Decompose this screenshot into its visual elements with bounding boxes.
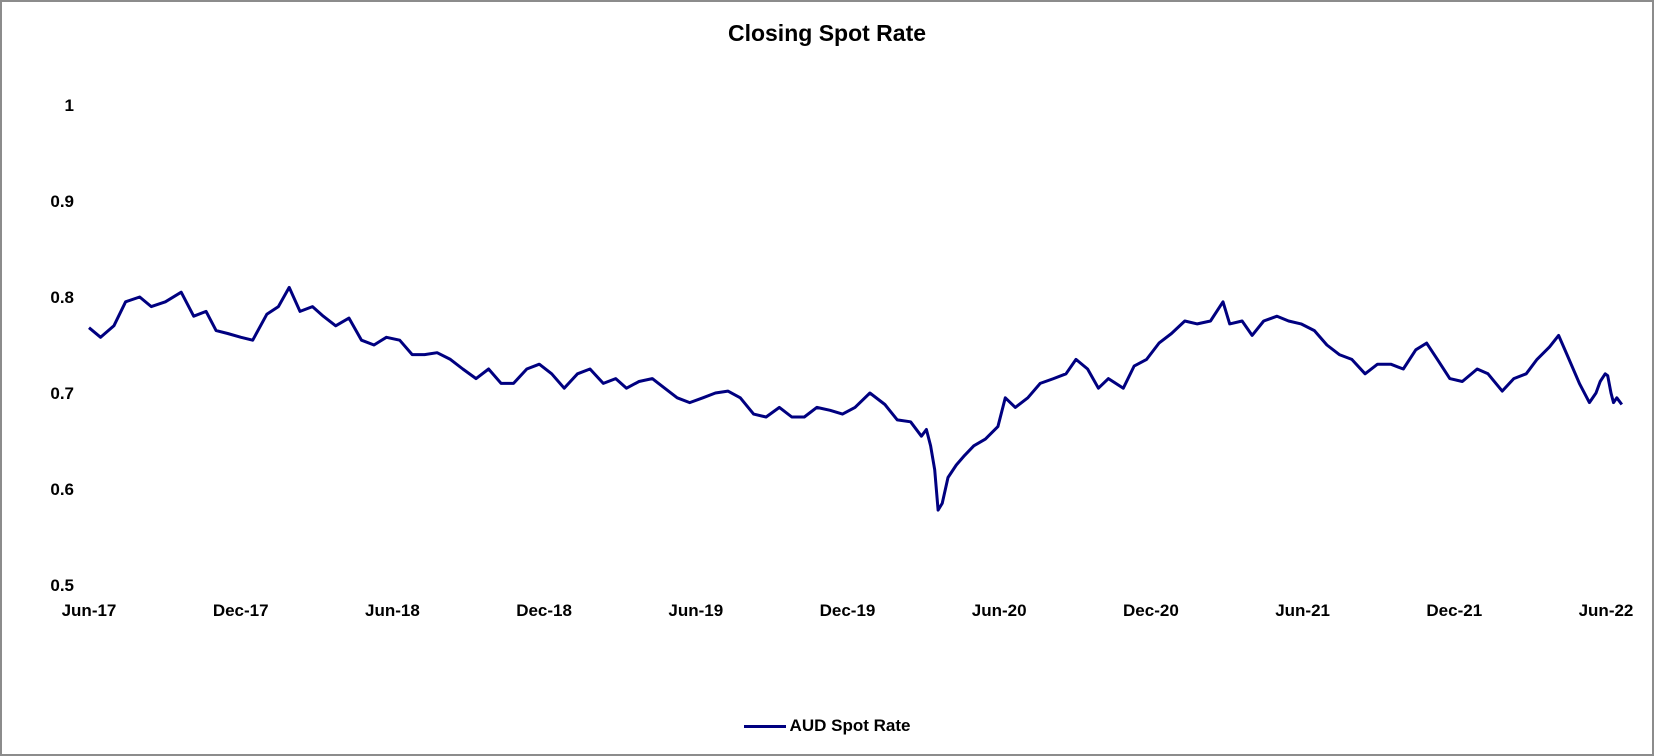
legend: AUD Spot Rate [2, 716, 1652, 736]
y-tick-label: 0.9 [50, 192, 74, 211]
x-tick-label: Jun-18 [365, 601, 420, 620]
x-axis-tick-labels: Jun-17 Dec-17 Jun-18 Dec-18 Jun-19 Dec-19 Jun-… [62, 601, 1634, 620]
x-tick-label: Dec-17 [213, 601, 269, 620]
y-tick-label: 0.7 [50, 384, 74, 403]
x-tick-label: Jun-21 [1275, 601, 1330, 620]
legend-label: AUD Spot Rate [789, 716, 911, 735]
x-tick-label: Dec-21 [1426, 601, 1482, 620]
x-tick-label: Dec-20 [1123, 601, 1179, 620]
chart-title: Closing Spot Rate [727, 20, 927, 46]
y-axis-tick-labels: 0.5 0.6 0.7 0.8 0.9 1 [50, 96, 74, 595]
series-line [88, 285, 1624, 512]
y-tick-label: 1 [65, 96, 74, 115]
x-tick-label: Jun-22 [1579, 601, 1634, 620]
y-tick-label: 0.8 [50, 288, 74, 307]
y-tick-label: 0.6 [50, 480, 74, 499]
legend-swatch [743, 724, 786, 728]
x-tick-label: Dec-18 [516, 601, 572, 620]
y-tick-label: 0.5 [50, 576, 74, 595]
x-tick-label: Jun-17 [62, 601, 117, 620]
x-tick-label: Dec-19 [820, 601, 876, 620]
x-tick-label: Jun-19 [668, 601, 723, 620]
series-lines [88, 285, 1624, 512]
x-tick-label: Jun-20 [972, 601, 1027, 620]
